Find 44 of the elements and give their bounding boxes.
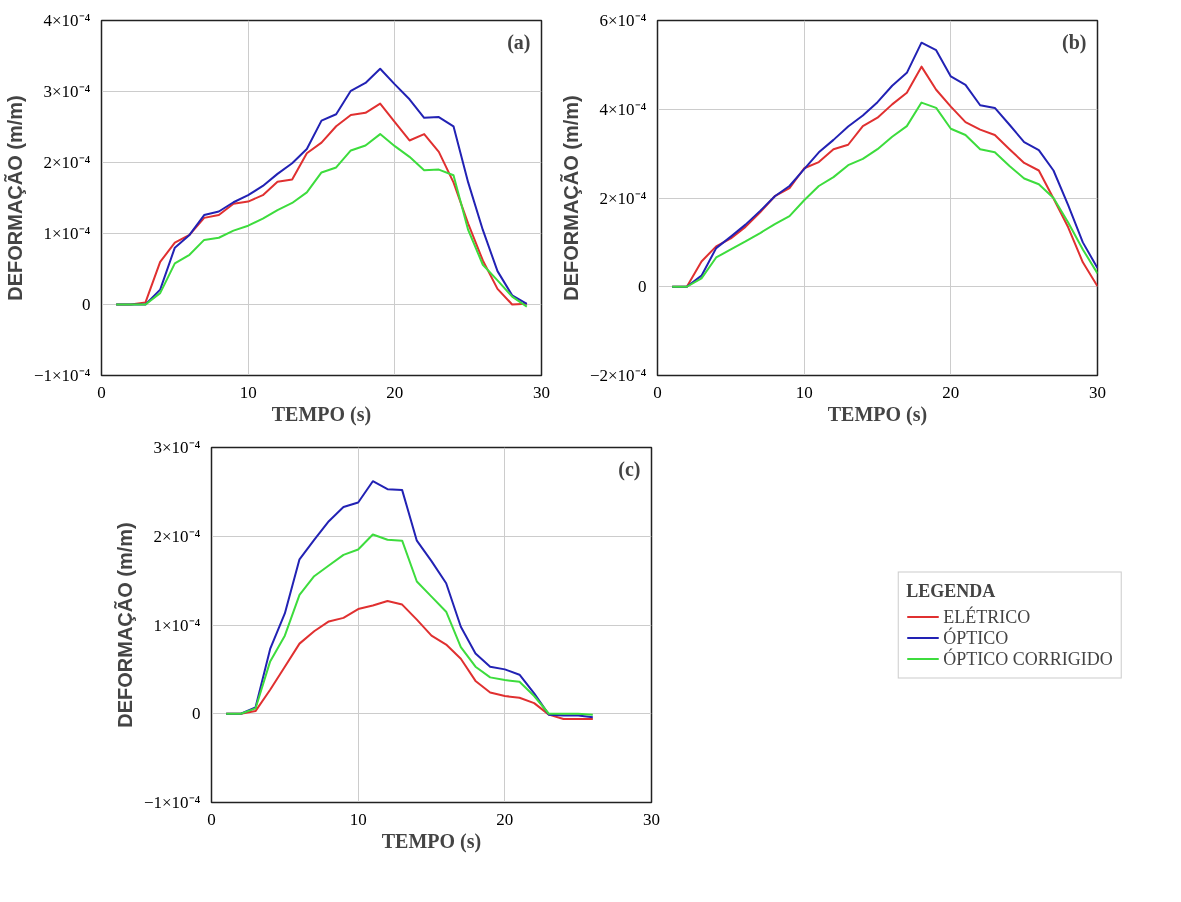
annotation: (b) [1062,31,1087,55]
x-tick-label: 30 [533,382,550,402]
y-tick-label: −1×10⁻⁴ [143,793,201,812]
legend-title: LEGENDA [906,580,997,601]
y-tick-label: 2×10⁻⁴ [153,526,201,546]
x-tick-label: 10 [795,382,813,402]
x-tick-label: 0 [653,382,662,402]
annotation: (a) [507,31,531,55]
y-tick-label: 0 [638,277,647,297]
x-axis-title: TEMPO (s) [827,402,928,426]
annotation: (c) [618,458,641,482]
x-tick-label: 20 [942,382,960,402]
y-tick-label: 1×10⁻⁴ [43,224,91,243]
legend-label: ÓPTICO [943,627,1009,648]
legend-label: ÓPTICO CORRIGIDO [943,648,1113,669]
x-tick-label: 30 [643,809,660,829]
y-tick-label: −2×10⁻⁴ [589,366,647,385]
line-series [225,533,594,716]
x-tick-label: 10 [239,382,257,402]
x-tick-label: 0 [207,809,216,829]
line-series [671,101,1098,288]
y-tick-label: −1×10⁻⁴ [33,366,91,385]
line-series [115,133,528,308]
y-axis-title: DEFORMAÇÃO (m/m) [3,95,26,301]
x-axis-title: TEMPO (s) [271,402,372,426]
y-tick-label: 6×10⁻⁴ [599,11,647,30]
y-tick-label: 3×10⁻⁴ [43,82,91,101]
y-axis-title: DEFORMAÇÃO (m/m) [559,95,582,301]
x-axis-title: TEMPO (s) [381,829,482,853]
y-tick-label: 1×10⁻⁴ [153,615,201,635]
y-tick-label: 0 [192,704,201,724]
y-tick-label: 0 [82,295,91,314]
legend-label: ELÉTRICO [943,606,1031,627]
y-tick-label: 2×10⁻⁴ [43,153,91,172]
x-tick-label: 0 [97,382,106,402]
x-tick-label: 10 [349,809,367,829]
y-tick-label: 4×10⁻⁴ [43,11,91,30]
x-tick-label: 20 [386,382,404,402]
y-axis-title: DEFORMAÇÃO (m/m) [113,522,136,728]
y-tick-label: 3×10⁻⁴ [153,438,201,457]
y-tick-label: 4×10⁻⁴ [599,99,647,119]
y-tick-label: 2×10⁻⁴ [599,188,647,208]
x-tick-label: 30 [1089,382,1106,402]
x-tick-label: 20 [496,809,514,829]
